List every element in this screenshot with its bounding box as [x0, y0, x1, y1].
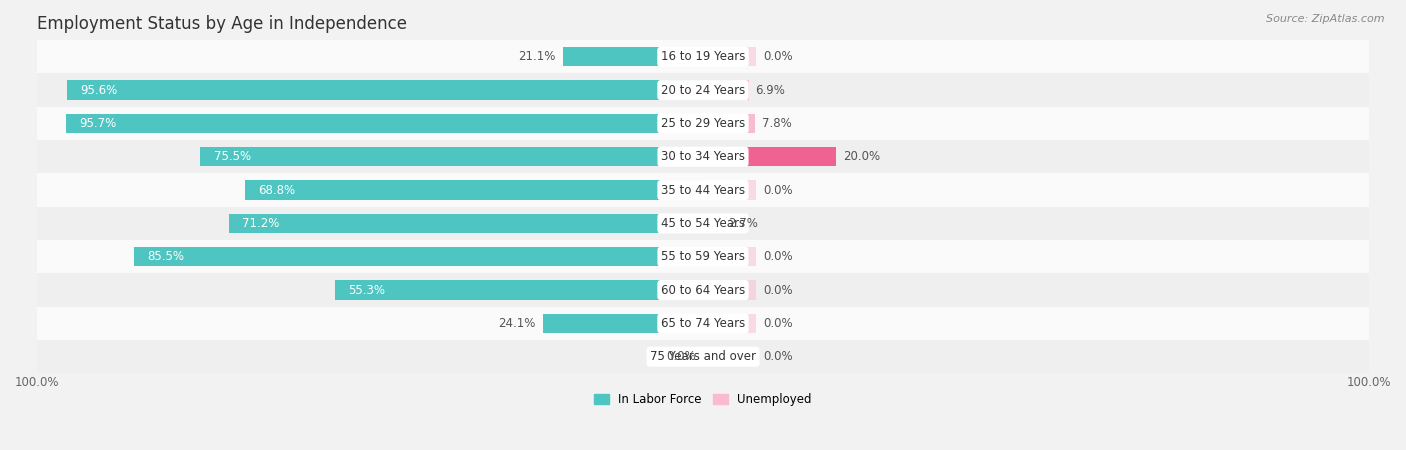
Bar	[703, 214, 721, 233]
Text: 0.0%: 0.0%	[763, 250, 793, 263]
Text: 0.0%: 0.0%	[763, 50, 793, 63]
Bar	[66, 81, 703, 100]
Text: 0.0%: 0.0%	[666, 350, 696, 363]
Text: 35 to 44 Years: 35 to 44 Years	[661, 184, 745, 197]
Text: 95.6%: 95.6%	[80, 84, 117, 97]
Text: 16 to 19 Years: 16 to 19 Years	[661, 50, 745, 63]
Bar	[245, 180, 703, 200]
Bar	[37, 107, 1369, 140]
Bar	[229, 214, 703, 233]
Bar	[66, 114, 703, 133]
Bar	[37, 173, 1369, 207]
Text: 7.8%: 7.8%	[762, 117, 792, 130]
Text: 71.2%: 71.2%	[242, 217, 280, 230]
Text: 30 to 34 Years: 30 to 34 Years	[661, 150, 745, 163]
Text: 75.5%: 75.5%	[214, 150, 250, 163]
Text: 60 to 64 Years: 60 to 64 Years	[661, 284, 745, 297]
Text: 75 Years and over: 75 Years and over	[650, 350, 756, 363]
Text: 6.9%: 6.9%	[755, 84, 786, 97]
Bar	[703, 180, 756, 200]
Text: 65 to 74 Years: 65 to 74 Years	[661, 317, 745, 330]
Bar	[37, 140, 1369, 173]
Text: Employment Status by Age in Independence: Employment Status by Age in Independence	[37, 15, 408, 33]
Bar	[703, 114, 755, 133]
Text: 20 to 24 Years: 20 to 24 Years	[661, 84, 745, 97]
Text: 95.7%: 95.7%	[79, 117, 117, 130]
Bar	[703, 280, 756, 300]
Text: 55.3%: 55.3%	[349, 284, 385, 297]
Text: 20.0%: 20.0%	[842, 150, 880, 163]
Text: 21.1%: 21.1%	[519, 50, 555, 63]
Text: 0.0%: 0.0%	[763, 350, 793, 363]
Bar	[703, 47, 756, 67]
Bar	[703, 247, 756, 266]
Bar	[543, 314, 703, 333]
Bar	[703, 314, 756, 333]
Text: 45 to 54 Years: 45 to 54 Years	[661, 217, 745, 230]
Bar	[37, 73, 1369, 107]
Text: 25 to 29 Years: 25 to 29 Years	[661, 117, 745, 130]
Bar	[37, 307, 1369, 340]
Bar	[703, 147, 837, 166]
Text: 24.1%: 24.1%	[499, 317, 536, 330]
Text: 85.5%: 85.5%	[148, 250, 184, 263]
Bar	[562, 47, 703, 67]
Text: Source: ZipAtlas.com: Source: ZipAtlas.com	[1267, 14, 1385, 23]
Bar	[703, 81, 749, 100]
Bar	[37, 207, 1369, 240]
Bar	[134, 247, 703, 266]
Text: 0.0%: 0.0%	[763, 184, 793, 197]
Bar	[335, 280, 703, 300]
Text: 0.0%: 0.0%	[763, 317, 793, 330]
Text: 2.7%: 2.7%	[728, 217, 758, 230]
Legend: In Labor Force, Unemployed: In Labor Force, Unemployed	[589, 388, 817, 411]
Text: 0.0%: 0.0%	[763, 284, 793, 297]
Bar	[37, 240, 1369, 274]
Bar	[37, 340, 1369, 374]
Bar	[703, 347, 756, 366]
Text: 68.8%: 68.8%	[259, 184, 295, 197]
Bar	[37, 274, 1369, 307]
Bar	[201, 147, 703, 166]
Text: 55 to 59 Years: 55 to 59 Years	[661, 250, 745, 263]
Bar	[37, 40, 1369, 73]
